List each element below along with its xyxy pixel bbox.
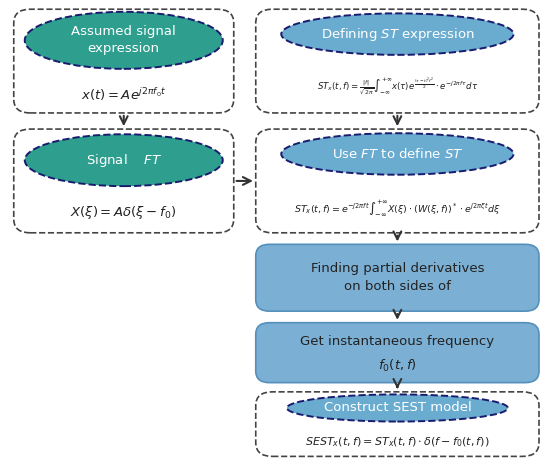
Text: $SEST_x(t,f) = ST_x(t,f)\cdot\delta(f - f_0(t,f))$: $SEST_x(t,f) = ST_x(t,f)\cdot\delta(f - … <box>305 435 490 449</box>
Text: $ST_x(t,f) = \frac{|f|}{\sqrt{2\pi}}\int_{-\infty}^{+\infty}x(\tau)e^{\frac{(\ta: $ST_x(t,f) = \frac{|f|}{\sqrt{2\pi}}\int… <box>317 75 478 97</box>
Ellipse shape <box>281 13 514 55</box>
FancyBboxPatch shape <box>14 9 234 113</box>
Text: Signal    $FT$: Signal $FT$ <box>86 152 162 169</box>
Text: $x(t) = Ae^{j2\pi f_0 t}$: $x(t) = Ae^{j2\pi f_0 t}$ <box>81 86 167 103</box>
Ellipse shape <box>287 395 508 421</box>
FancyBboxPatch shape <box>14 129 234 233</box>
Text: $X(\xi) = A\delta(\xi - f_0)$: $X(\xi) = A\delta(\xi - f_0)$ <box>70 204 177 220</box>
Text: Get instantaneous frequency: Get instantaneous frequency <box>300 336 494 349</box>
Text: $f_0(t, f)$: $f_0(t, f)$ <box>378 358 417 374</box>
FancyBboxPatch shape <box>256 323 539 383</box>
Text: Assumed signal
expression: Assumed signal expression <box>72 25 176 55</box>
FancyBboxPatch shape <box>256 392 539 456</box>
FancyBboxPatch shape <box>256 129 539 233</box>
Ellipse shape <box>281 133 514 175</box>
Ellipse shape <box>25 134 223 186</box>
Text: $ST_x(t,f) = e^{-j2\pi ft}\int_{-\infty}^{+\infty}X(\xi)\cdot(W(\xi,f))^*\cdot e: $ST_x(t,f) = e^{-j2\pi ft}\int_{-\infty}… <box>294 198 500 218</box>
FancyBboxPatch shape <box>256 244 539 311</box>
Text: Use $FT$ to define $ST$: Use $FT$ to define $ST$ <box>332 147 463 161</box>
FancyBboxPatch shape <box>256 9 539 113</box>
Text: Construct SEST model: Construct SEST model <box>323 402 471 414</box>
Text: Finding partial derivatives
on both sides of: Finding partial derivatives on both side… <box>311 262 484 293</box>
Ellipse shape <box>25 12 223 69</box>
Text: Defining $ST$ expression: Defining $ST$ expression <box>321 26 474 42</box>
